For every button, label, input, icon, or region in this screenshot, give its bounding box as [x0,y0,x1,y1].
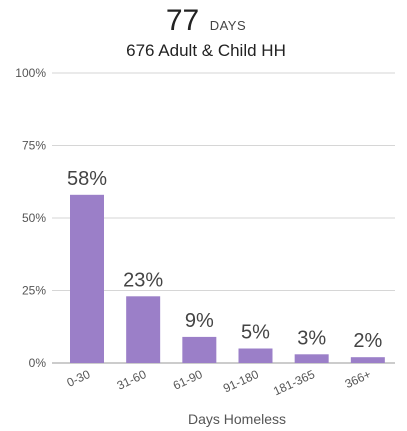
bar-value-label: 9% [185,310,214,332]
x-tick-label: 0-30 [65,367,93,390]
y-axis-ticks: 0% 25% 50% 75% 100% [15,66,46,370]
bar-value-labels: 58% 23% 9% 5% 3% 2% [67,168,383,352]
y-tick-label: 0% [29,356,47,370]
headline-value: 77 [166,4,199,37]
bar-value-label: 23% [123,269,163,291]
bar [238,348,273,363]
bars [70,194,385,363]
chart-subtitle: 676 Adult & Child HH [126,41,286,60]
bar-value-label: 2% [353,330,382,352]
x-tick-label: 181-365 [271,367,317,398]
x-axis-title: Days Homeless [188,411,286,427]
bar [350,357,385,363]
y-tick-label: 75% [22,139,46,153]
x-tick-label: 366+ [343,367,373,391]
bar [182,336,217,363]
x-axis-ticks: 0-30 31-60 61-90 91-180 181-365 366+ [65,367,374,398]
bar [70,194,104,363]
bar-value-label: 5% [241,322,270,344]
y-tick-label: 50% [22,211,46,225]
y-tick-label: 100% [15,66,46,80]
chart-header: 77 DAYS [166,4,246,37]
x-tick-label: 91-180 [221,367,261,396]
bar [294,354,329,363]
bar-value-label: 58% [67,168,107,190]
bar [126,296,161,363]
x-tick-label: 31-60 [115,367,149,393]
gridlines [52,72,395,364]
headline-unit: DAYS [210,18,246,33]
x-tick-label: 61-90 [171,367,205,393]
y-tick-label: 25% [22,284,46,298]
bar-value-label: 3% [297,327,326,349]
